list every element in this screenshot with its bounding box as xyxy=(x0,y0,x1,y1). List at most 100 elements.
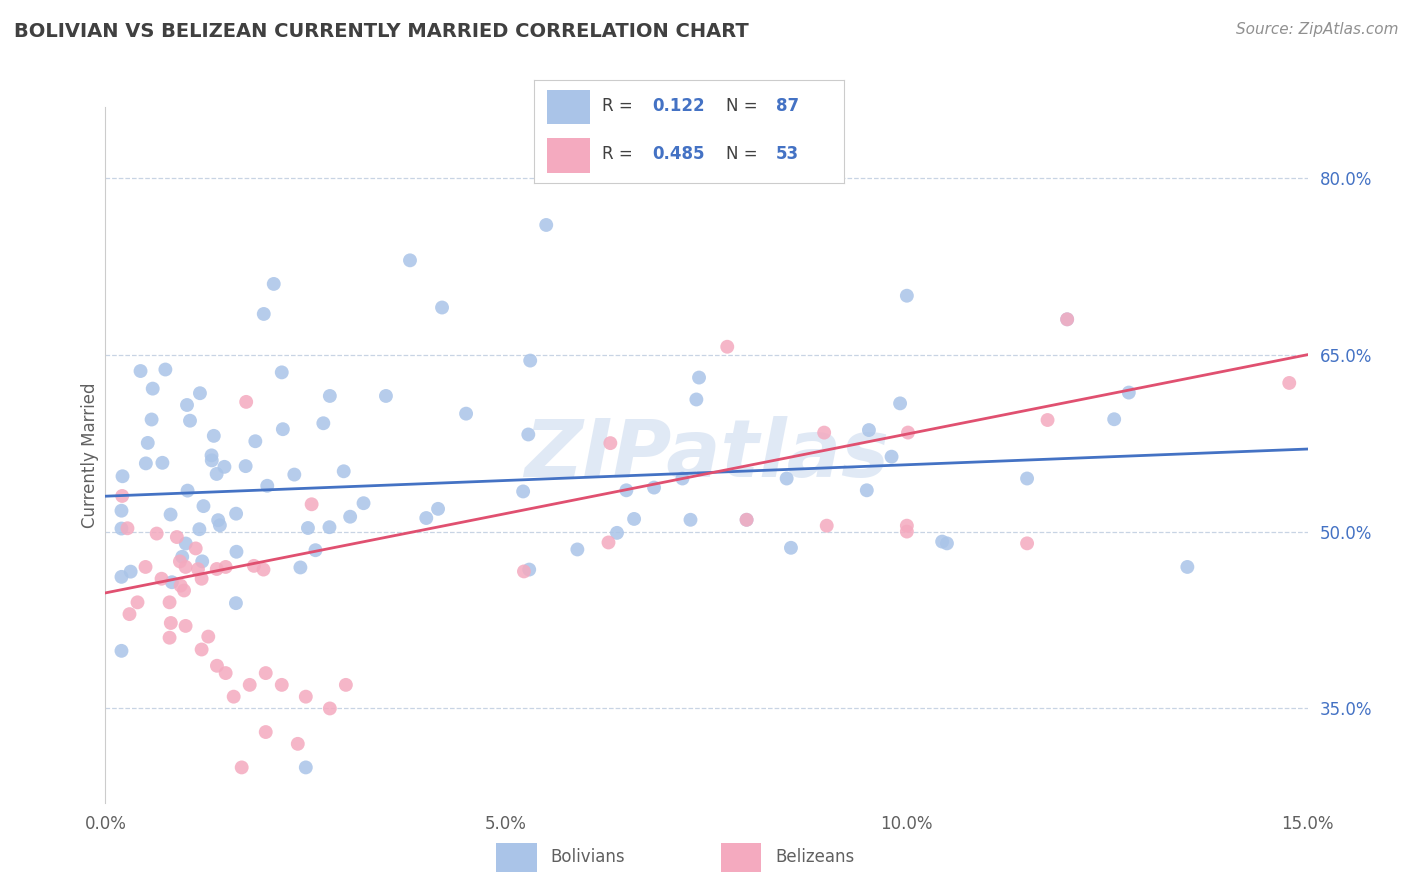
Point xyxy=(1036,413,1059,427)
Point xyxy=(253,307,276,321)
Point xyxy=(142,382,165,396)
Point xyxy=(283,467,305,482)
Point xyxy=(111,469,134,483)
Text: 87: 87 xyxy=(776,97,799,115)
Text: N =: N = xyxy=(725,97,758,115)
Point xyxy=(129,364,152,378)
Point xyxy=(111,489,134,503)
Point xyxy=(214,560,236,574)
Point xyxy=(263,277,285,291)
Bar xyxy=(496,843,537,872)
Point xyxy=(205,467,228,481)
Point xyxy=(110,504,132,518)
Point xyxy=(430,301,453,315)
Point xyxy=(301,497,323,511)
Point xyxy=(127,595,149,609)
Point xyxy=(174,560,197,574)
Text: Belizeans: Belizeans xyxy=(775,847,855,866)
Point xyxy=(222,690,245,704)
Point xyxy=(606,525,628,540)
Point xyxy=(243,558,266,573)
Bar xyxy=(721,843,762,872)
Point xyxy=(1118,385,1140,400)
Point xyxy=(1278,376,1301,390)
Point xyxy=(1056,312,1078,326)
Point xyxy=(339,509,361,524)
Point xyxy=(1017,471,1039,485)
Point xyxy=(1056,312,1078,326)
Point xyxy=(193,499,215,513)
Point xyxy=(1177,560,1199,574)
Point xyxy=(159,508,181,522)
Point xyxy=(1102,412,1125,426)
Point xyxy=(735,513,758,527)
Point xyxy=(512,484,534,499)
Point xyxy=(202,429,225,443)
Point xyxy=(176,398,198,412)
Point xyxy=(136,436,159,450)
Point xyxy=(179,414,201,428)
Point xyxy=(239,678,262,692)
Point xyxy=(173,583,195,598)
Point xyxy=(598,535,620,549)
Point xyxy=(256,479,278,493)
Point xyxy=(896,518,918,533)
Text: 0.485: 0.485 xyxy=(652,145,704,162)
Point xyxy=(159,615,181,630)
Point xyxy=(287,737,309,751)
Point xyxy=(174,619,197,633)
Point xyxy=(776,471,799,485)
Point xyxy=(188,522,211,536)
Point xyxy=(159,631,181,645)
Text: BOLIVIAN VS BELIZEAN CURRENTLY MARRIED CORRELATION CHART: BOLIVIAN VS BELIZEAN CURRENTLY MARRIED C… xyxy=(14,22,749,41)
Point xyxy=(353,496,375,510)
Point xyxy=(110,644,132,658)
Point xyxy=(201,453,224,467)
Point xyxy=(150,572,173,586)
Point xyxy=(297,521,319,535)
Point xyxy=(207,513,229,527)
Point xyxy=(235,459,257,474)
Point xyxy=(335,678,357,692)
Point xyxy=(688,370,710,384)
Point xyxy=(200,449,222,463)
Point xyxy=(567,542,589,557)
Point xyxy=(110,570,132,584)
Point xyxy=(270,678,292,692)
Point xyxy=(169,578,191,592)
Point xyxy=(166,530,188,544)
Point xyxy=(245,434,267,449)
Point xyxy=(880,450,903,464)
Point xyxy=(208,518,231,533)
Text: R =: R = xyxy=(602,145,633,162)
Point xyxy=(889,396,911,410)
Point xyxy=(235,395,257,409)
Point xyxy=(896,524,918,539)
Point xyxy=(270,365,292,379)
Point xyxy=(225,507,247,521)
Text: Source: ZipAtlas.com: Source: ZipAtlas.com xyxy=(1236,22,1399,37)
Point xyxy=(415,511,437,525)
Point xyxy=(254,725,277,739)
Point xyxy=(319,701,342,715)
Bar xyxy=(547,137,591,173)
Point xyxy=(643,481,665,495)
Point xyxy=(271,422,294,436)
Point xyxy=(427,501,450,516)
Point xyxy=(399,253,422,268)
Point xyxy=(318,520,340,534)
Point xyxy=(685,392,707,407)
Point xyxy=(304,543,326,558)
Point xyxy=(858,423,880,437)
Point xyxy=(231,760,253,774)
Point xyxy=(184,541,207,556)
Point xyxy=(735,513,758,527)
Point xyxy=(191,554,214,568)
Point xyxy=(110,522,132,536)
Point xyxy=(855,483,877,498)
Point xyxy=(190,572,212,586)
Point xyxy=(254,666,277,681)
Point xyxy=(295,690,318,704)
Point xyxy=(671,471,693,485)
Point xyxy=(188,386,211,401)
